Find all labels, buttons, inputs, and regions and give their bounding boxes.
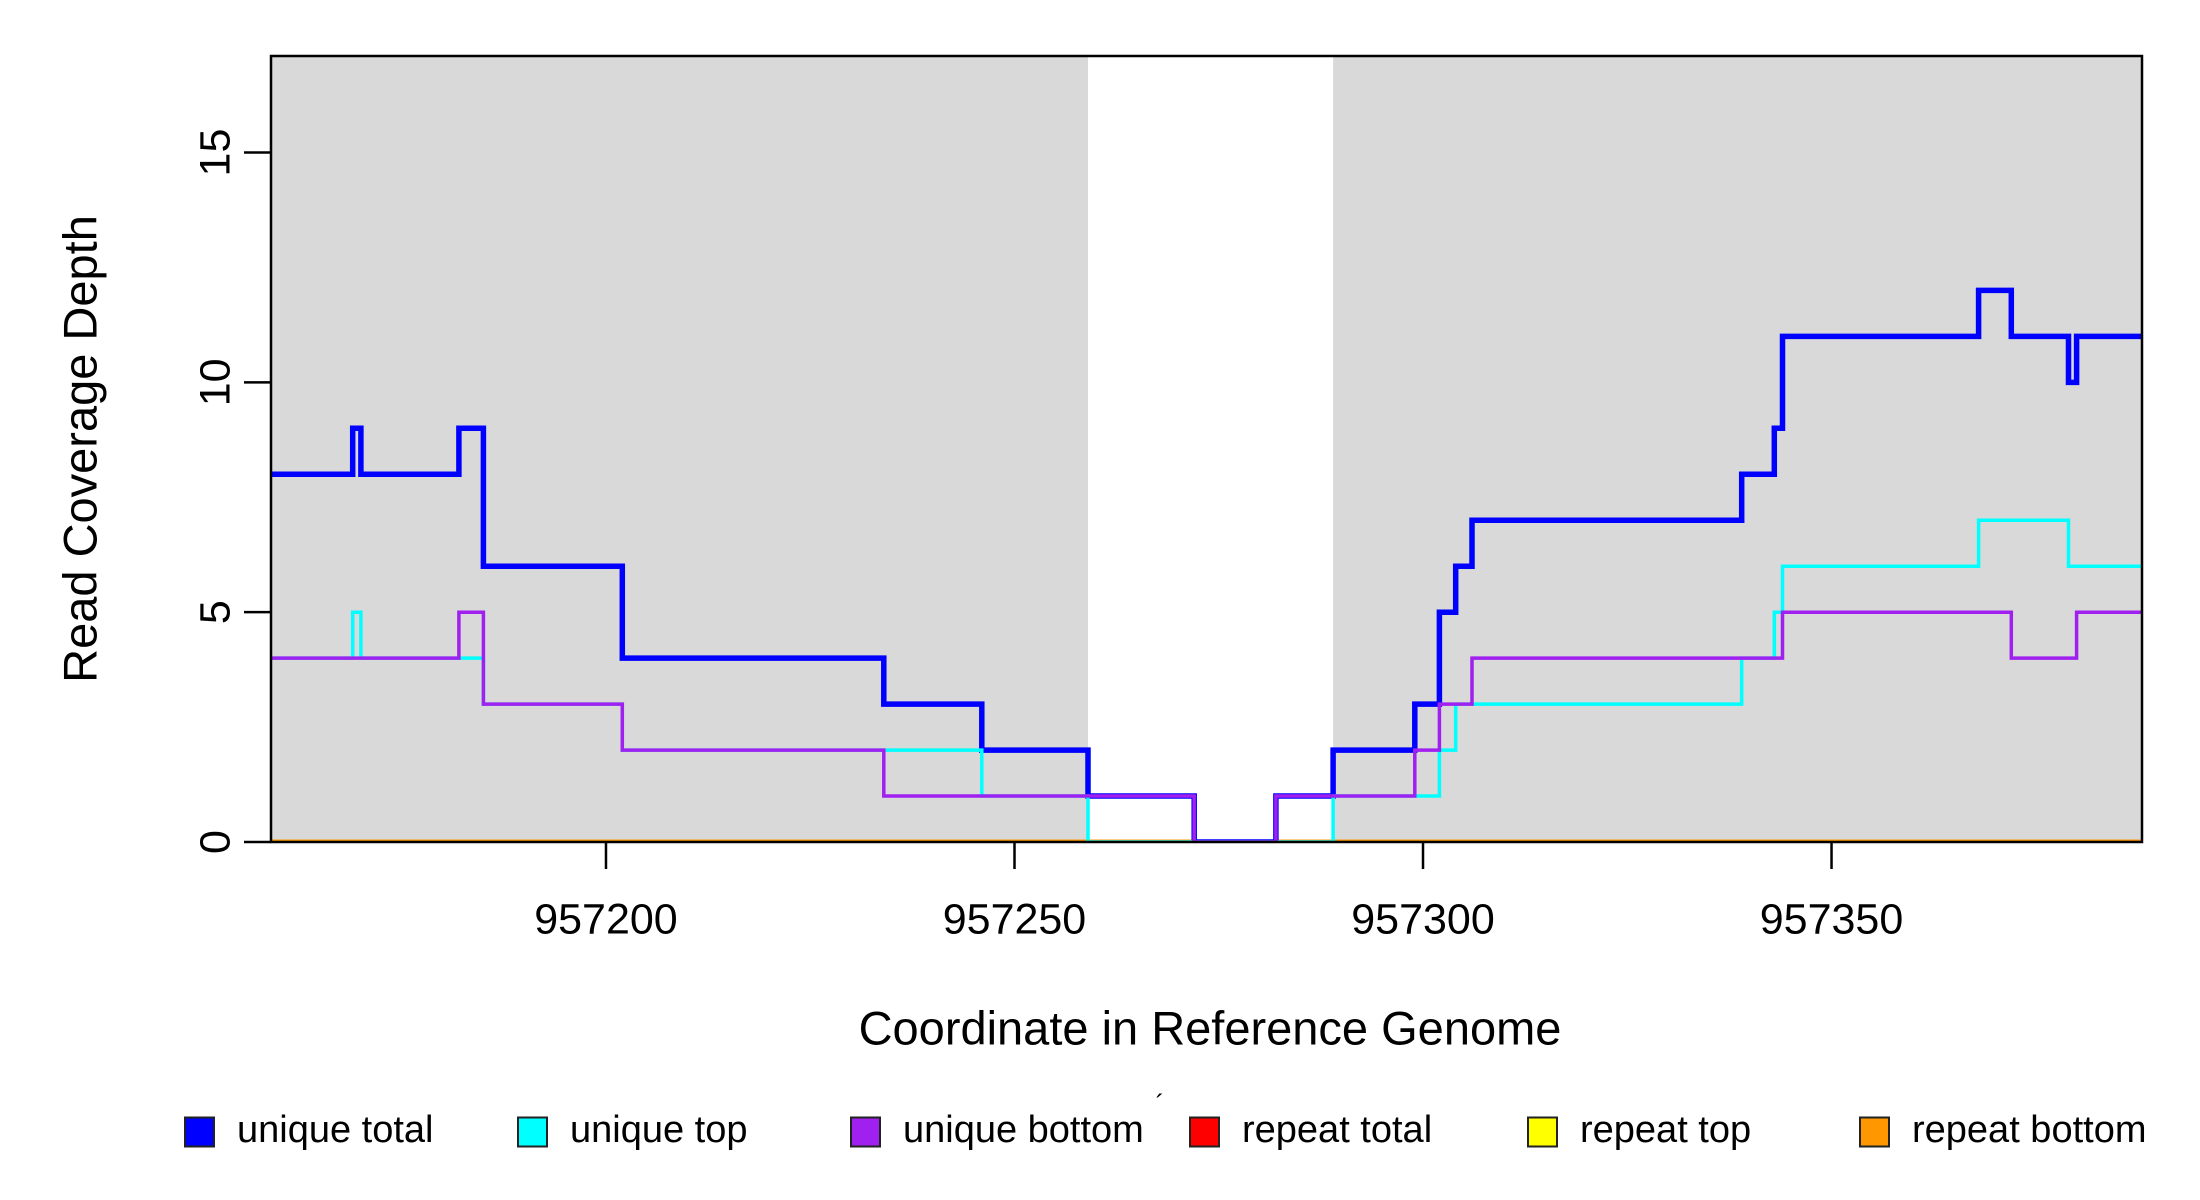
legend-swatch-repeat-bottom [1859,1116,1890,1148]
y-tick-label-15: 15 [191,129,239,177]
stray-mark: ´ [1156,1089,1165,1119]
legend-label-unique-top: unique top [570,1109,748,1151]
series-line-unique-total [271,287,2142,843]
plot-box-border [269,54,2144,844]
series-line-unique-bottom [271,610,2142,843]
legend-swatch-repeat-top [1527,1116,1558,1148]
x-tick-label-957250: 957250 [943,895,1087,943]
x-tick-label-957350: 957350 [1760,895,1904,943]
shaded-region-0 [271,56,1089,842]
x-tick-label-957300: 957300 [1351,895,1495,943]
y-tick-label-0: 0 [191,830,239,854]
legend-swatch-repeat-total [1189,1116,1220,1148]
legend-label-unique-total: unique total [237,1109,434,1151]
legend-swatch-unique-total [184,1116,215,1148]
x-axis-title: Coordinate in Reference Genome [859,1001,1562,1054]
y-tick-label-5: 5 [191,600,239,624]
x-tick-label-957200: 957200 [534,895,678,943]
y-tick-label-10: 10 [191,358,239,406]
legend-label-unique-bottom: unique bottom [903,1109,1144,1151]
legend-swatch-unique-bottom [850,1116,881,1148]
legend-swatch-unique-top [517,1116,548,1148]
legend-label-repeat-bottom: repeat bottom [1912,1109,2146,1151]
shaded-region-1 [1333,56,2142,842]
y-axis-title: Read Coverage Depth [53,215,106,683]
legend-label-repeat-top: repeat top [1580,1109,1751,1151]
legend-label-repeat-total: repeat total [1242,1109,1432,1151]
